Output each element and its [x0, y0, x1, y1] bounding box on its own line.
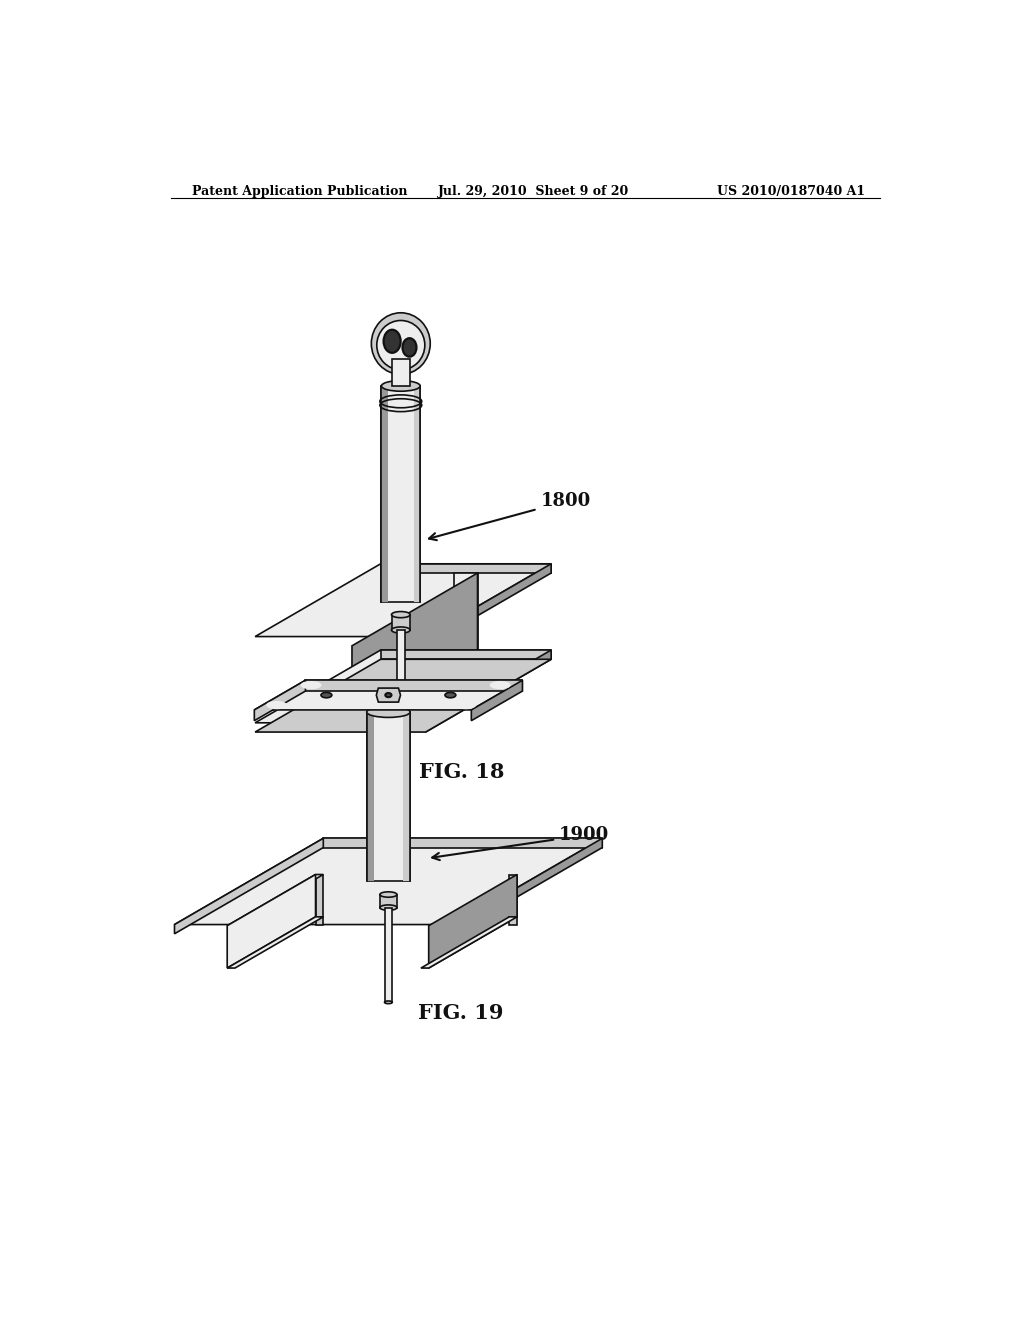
Polygon shape	[454, 838, 602, 933]
Text: Jul. 29, 2010  Sheet 9 of 20: Jul. 29, 2010 Sheet 9 of 20	[438, 185, 630, 198]
Ellipse shape	[380, 892, 397, 898]
Text: 1800: 1800	[429, 492, 591, 540]
Ellipse shape	[367, 706, 410, 718]
Polygon shape	[397, 630, 404, 759]
Text: Patent Application Publication: Patent Application Publication	[191, 185, 408, 198]
Ellipse shape	[489, 681, 511, 689]
Ellipse shape	[384, 330, 400, 352]
Polygon shape	[305, 680, 522, 692]
Polygon shape	[255, 564, 551, 636]
Ellipse shape	[381, 597, 420, 607]
Polygon shape	[426, 649, 551, 733]
Polygon shape	[403, 711, 410, 882]
Polygon shape	[421, 917, 517, 968]
Polygon shape	[391, 615, 410, 630]
Ellipse shape	[445, 693, 456, 698]
Polygon shape	[227, 875, 324, 925]
Polygon shape	[352, 573, 477, 723]
Polygon shape	[414, 385, 420, 602]
Polygon shape	[174, 838, 602, 924]
Polygon shape	[429, 875, 517, 968]
Text: FIG. 18: FIG. 18	[419, 762, 504, 781]
Polygon shape	[509, 875, 517, 917]
Polygon shape	[367, 711, 410, 882]
Polygon shape	[381, 385, 388, 602]
Ellipse shape	[266, 701, 287, 709]
Text: US 2010/0187040 A1: US 2010/0187040 A1	[717, 185, 865, 198]
Polygon shape	[391, 359, 410, 385]
Polygon shape	[255, 649, 551, 723]
Polygon shape	[315, 917, 324, 924]
Polygon shape	[381, 649, 551, 659]
Text: 1900: 1900	[432, 826, 609, 861]
Ellipse shape	[456, 701, 476, 709]
Ellipse shape	[321, 693, 332, 698]
Ellipse shape	[391, 611, 410, 618]
Ellipse shape	[301, 681, 322, 689]
Ellipse shape	[385, 693, 391, 697]
Text: FIG. 19: FIG. 19	[419, 1003, 504, 1023]
Polygon shape	[509, 917, 517, 924]
Polygon shape	[255, 659, 551, 733]
Ellipse shape	[367, 876, 410, 887]
Ellipse shape	[391, 627, 410, 634]
Polygon shape	[471, 680, 522, 721]
Ellipse shape	[385, 1001, 392, 1003]
Polygon shape	[380, 895, 397, 908]
Polygon shape	[426, 564, 551, 645]
Ellipse shape	[372, 313, 430, 375]
Polygon shape	[227, 917, 324, 968]
Polygon shape	[254, 680, 522, 710]
Polygon shape	[254, 680, 305, 721]
Polygon shape	[367, 711, 374, 882]
Polygon shape	[381, 564, 551, 573]
Ellipse shape	[380, 906, 397, 911]
Polygon shape	[227, 875, 315, 968]
Polygon shape	[174, 838, 324, 933]
Polygon shape	[376, 688, 400, 702]
Ellipse shape	[402, 338, 417, 356]
Ellipse shape	[377, 321, 425, 370]
Ellipse shape	[381, 380, 420, 391]
Polygon shape	[324, 838, 602, 847]
Polygon shape	[385, 908, 392, 1002]
Ellipse shape	[397, 758, 404, 760]
Polygon shape	[455, 573, 477, 649]
Polygon shape	[315, 875, 324, 917]
Polygon shape	[381, 385, 420, 602]
